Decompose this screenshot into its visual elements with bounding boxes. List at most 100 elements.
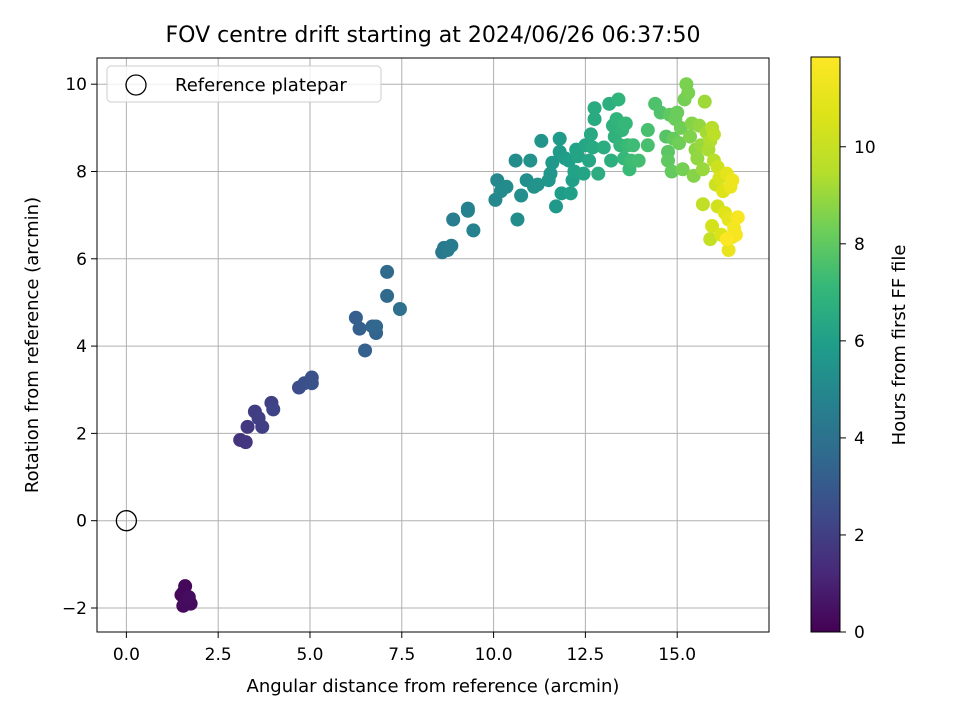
colorbar xyxy=(810,56,841,633)
y-axis-ticks: −2 0 2 4 6 8 10 xyxy=(62,75,97,619)
y-tick-label: −2 xyxy=(62,599,87,619)
data-point xyxy=(725,173,740,188)
data-point xyxy=(523,153,538,168)
data-points xyxy=(174,77,745,613)
x-tick-label: 12.5 xyxy=(566,645,604,665)
chart-title: FOV centre drift starting at 2024/06/26 … xyxy=(166,23,701,48)
data-point xyxy=(618,116,633,131)
x-tick-label: 10.0 xyxy=(475,645,513,665)
data-point xyxy=(719,232,734,247)
data-point xyxy=(596,140,611,155)
data-point xyxy=(640,138,655,153)
data-point xyxy=(673,120,688,135)
y-tick-label: 4 xyxy=(76,337,87,357)
plot-frame xyxy=(96,57,770,633)
data-point xyxy=(631,153,646,168)
colorbar-label: Hours from first FF file xyxy=(889,245,910,446)
colorbar-tick-label: 6 xyxy=(854,332,865,352)
data-point xyxy=(571,149,586,164)
data-point xyxy=(545,155,560,170)
reference-marker xyxy=(115,510,138,532)
data-point xyxy=(690,151,705,166)
colorbar-ticks: 0 2 4 6 8 10 xyxy=(840,138,876,643)
data-point xyxy=(552,131,567,146)
data-point xyxy=(697,94,712,109)
data-point xyxy=(582,153,597,168)
data-point xyxy=(446,212,461,227)
data-point xyxy=(534,133,549,148)
data-point xyxy=(664,164,679,179)
data-point xyxy=(587,101,602,116)
y-tick-label: 6 xyxy=(76,250,87,270)
colorbar-tick-label: 0 xyxy=(854,623,865,643)
data-point xyxy=(695,162,710,177)
legend-reference-marker xyxy=(125,74,147,96)
data-point xyxy=(703,232,718,247)
data-point xyxy=(380,264,395,279)
y-tick-label: 8 xyxy=(76,162,87,182)
data-point xyxy=(380,288,395,303)
y-tick-label: 10 xyxy=(65,75,87,95)
colorbar-tick-label: 10 xyxy=(854,138,876,158)
data-point xyxy=(587,112,602,127)
data-point xyxy=(499,179,514,194)
x-tick-label: 2.5 xyxy=(205,645,232,665)
data-point xyxy=(670,105,685,120)
data-point xyxy=(510,212,525,227)
data-point xyxy=(352,321,367,336)
data-point xyxy=(563,186,578,201)
data-point xyxy=(695,197,710,212)
colorbar-tick-label: 4 xyxy=(854,429,865,449)
data-point xyxy=(661,153,676,168)
data-point xyxy=(543,166,558,181)
data-point xyxy=(392,301,407,316)
grid xyxy=(97,58,769,632)
data-point xyxy=(583,127,598,142)
legend-label: Reference platepar xyxy=(175,75,347,96)
reference-marker-layer xyxy=(115,510,138,532)
data-point xyxy=(348,310,363,325)
x-tick-label: 0.0 xyxy=(113,645,140,665)
data-point xyxy=(585,140,600,155)
data-point xyxy=(591,166,606,181)
data-point xyxy=(238,435,253,450)
data-point xyxy=(681,85,696,100)
data-point xyxy=(683,129,698,144)
data-point xyxy=(530,177,545,192)
data-point xyxy=(730,210,745,225)
data-point xyxy=(358,343,373,358)
data-point xyxy=(721,243,736,258)
data-point xyxy=(460,203,475,218)
data-point xyxy=(604,153,619,168)
data-point xyxy=(508,153,523,168)
x-tick-label: 7.5 xyxy=(388,645,415,665)
data-point xyxy=(304,370,319,385)
y-axis-label: Rotation from reference (arcmin) xyxy=(22,197,43,493)
x-axis-ticks: 0.0 2.5 5.0 7.5 10.0 12.5 15.0 xyxy=(113,632,696,665)
y-tick-label: 0 xyxy=(76,512,87,532)
x-axis-label: Angular distance from reference (arcmin) xyxy=(247,676,620,697)
data-point xyxy=(549,199,564,214)
legend: Reference platepar xyxy=(106,65,382,103)
data-point xyxy=(444,238,459,253)
y-tick-label: 2 xyxy=(76,424,87,444)
x-tick-label: 15.0 xyxy=(658,645,696,665)
data-point xyxy=(181,590,196,605)
data-point xyxy=(640,123,655,138)
data-point xyxy=(266,402,281,417)
data-point xyxy=(706,127,721,142)
data-point xyxy=(466,223,481,238)
data-point xyxy=(369,319,384,334)
colorbar-tick-label: 8 xyxy=(854,235,865,255)
data-point xyxy=(705,219,720,234)
data-point xyxy=(672,136,687,151)
data-point xyxy=(255,419,270,434)
data-point xyxy=(240,419,255,434)
x-tick-label: 5.0 xyxy=(296,645,323,665)
data-point xyxy=(626,138,641,153)
legend-box xyxy=(106,65,382,103)
colorbar-tick-label: 2 xyxy=(854,526,865,546)
